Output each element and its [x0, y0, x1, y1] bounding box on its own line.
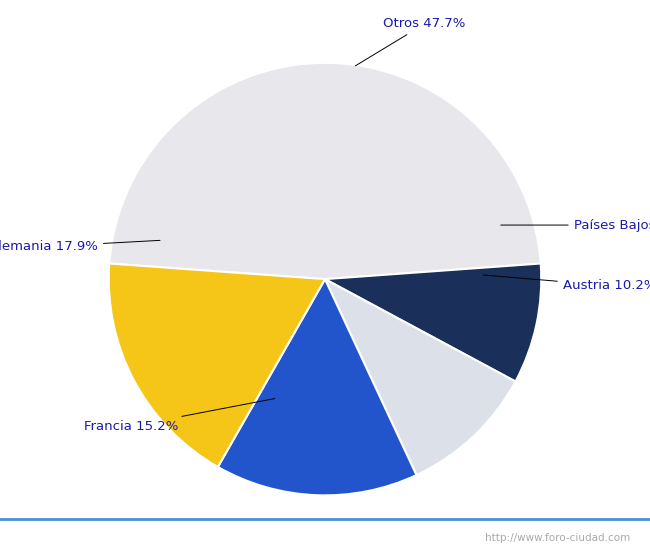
Wedge shape	[218, 279, 417, 496]
Wedge shape	[325, 279, 515, 475]
Text: Países Bajos 9.0%: Países Bajos 9.0%	[500, 218, 650, 232]
Text: Otros 47.7%: Otros 47.7%	[356, 18, 466, 66]
Wedge shape	[109, 63, 541, 279]
Wedge shape	[325, 263, 541, 382]
Wedge shape	[109, 263, 325, 467]
Text: http://www.foro-ciudad.com: http://www.foro-ciudad.com	[486, 534, 630, 543]
Text: Austria 10.2%: Austria 10.2%	[484, 275, 650, 292]
Text: San Andrés del Rabanedo - Turistas extranjeros según país - Abril de 2024: San Andrés del Rabanedo - Turistas extra…	[77, 14, 573, 27]
Text: Francia 15.2%: Francia 15.2%	[84, 399, 275, 433]
Text: Alemania 17.9%: Alemania 17.9%	[0, 240, 160, 253]
